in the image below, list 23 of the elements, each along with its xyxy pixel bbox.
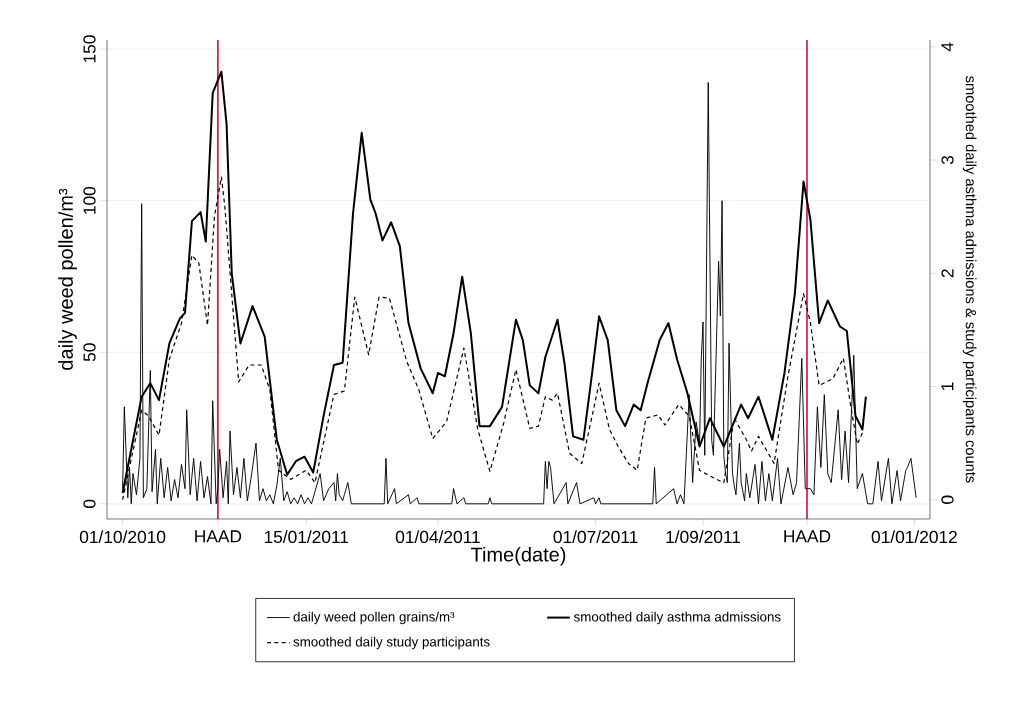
y2-tick-label: 2 xyxy=(941,269,954,278)
y2-tick-label: 1 xyxy=(941,382,954,390)
y-tick-label: 150 xyxy=(83,35,96,63)
y-tick-label: 0 xyxy=(83,499,96,508)
y-tick-label: 100 xyxy=(83,186,96,214)
x-axis-title: Time(date) xyxy=(470,546,566,566)
y-axis-title: daily weed pollen/m³ xyxy=(58,188,77,370)
x-tick-label: 15/01/2011 xyxy=(264,530,349,544)
y2-tick-label: 3 xyxy=(941,155,954,165)
legend-label: daily weed pollen grains/m³ xyxy=(293,611,455,625)
legend-label: smoothed daily asthma admissions xyxy=(573,611,781,625)
legend-label: smoothed daily study participants xyxy=(293,636,490,650)
y2-tick-label: 0 xyxy=(941,495,954,504)
x-tick-label: 01/01/2012 xyxy=(871,530,957,544)
y-tick-label: 50 xyxy=(83,343,96,362)
x-tick-label: 01/07/2011 xyxy=(553,530,638,544)
x-tick-label: 01/10/2010 xyxy=(79,530,166,544)
y2-axis-title: smoothed daily asthma admissions & study participants counts xyxy=(962,76,977,483)
x-tick-label: 01/04/2011 xyxy=(395,530,480,544)
y2-tick-label: 4 xyxy=(941,42,954,52)
x-tick-label: 1/09/2011 xyxy=(666,530,741,544)
x-tick-label: HAAD xyxy=(195,530,242,543)
x-tick-label: HAAD xyxy=(784,530,831,543)
